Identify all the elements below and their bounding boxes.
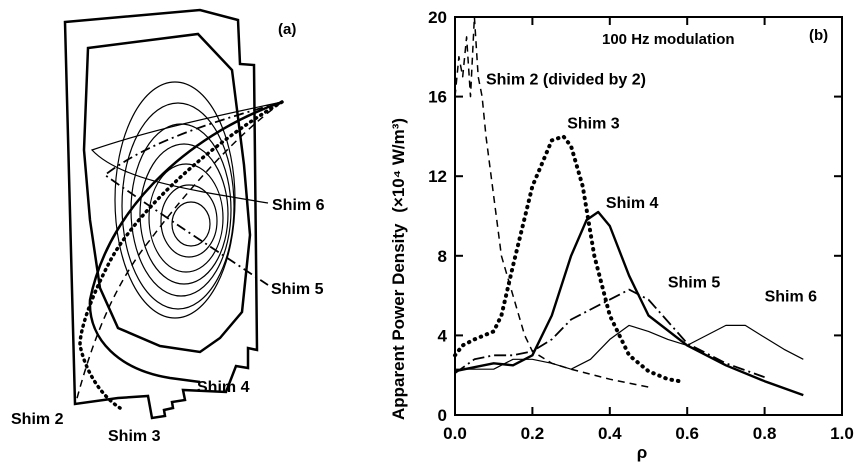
series-annotation: Shim 3 [567, 115, 620, 132]
series-annotation: Shim 5 [668, 275, 721, 292]
ray-shim-3 [78, 100, 284, 410]
y-tick-label: 16 [428, 88, 447, 107]
series-lines [453, 16, 804, 397]
shim-5-label: Shim 5 [271, 281, 324, 298]
x-tick-label: 0.0 [443, 424, 467, 443]
ray-shim-6 [90, 101, 283, 204]
series-line-1 [454, 16, 649, 388]
series-annotation: Shim 4 [606, 195, 659, 212]
series-annotations: Shim 2 (divided by 2) Shim 3 Shim 4 Shim 5 S… [486, 72, 817, 306]
plot-frame [454, 16, 843, 416]
y-tick-label: 12 [428, 167, 447, 186]
x-tick-label: 0.4 [598, 424, 622, 443]
series-annotation: Shim 2 (divided by 2) [486, 72, 646, 89]
ray-shim-5 [103, 101, 283, 286]
flux-boundary [82, 32, 252, 354]
shim-2-label: Shim 2 [11, 411, 64, 428]
flux-surfaces [114, 81, 236, 319]
series-line-4 [454, 288, 765, 379]
x-tick-label: 1.0 [830, 424, 854, 443]
series-line-2 [453, 134, 682, 384]
panel-b-label: (b) [809, 27, 828, 44]
y-tick-label: 4 [438, 326, 448, 345]
panel-a-label: (a) [278, 21, 296, 38]
svg-text:Apparent Power Density: Apparent Power Density (×10⁴ W/m³) [389, 118, 408, 420]
series-annotation: Shim 6 [765, 289, 818, 306]
shim-4-label: Shim 4 [197, 379, 250, 396]
ray-traces [75, 100, 284, 410]
y-axis-title-main: Apparent Power Density [389, 223, 408, 420]
y-tick-label: 20 [428, 8, 447, 27]
y-tick-label: 0 [438, 406, 447, 425]
x-tick-labels: 0.0 0.2 0.4 0.6 0.8 1.0 [443, 424, 854, 443]
x-axis-title: ρ [637, 443, 648, 462]
ray-shim-2 [75, 101, 283, 403]
x-tick-label: 0.6 [675, 424, 699, 443]
x-tick-label: 0.8 [753, 424, 777, 443]
panel-a: (a) Shim 6 Shim 5 Shim 4 Shim 2 Shim [11, 8, 325, 445]
vessel-wall [63, 8, 259, 420]
ray-shim-4 [88, 100, 283, 384]
x-tick-label: 0.2 [521, 424, 545, 443]
y-axis-title: Apparent Power Density (×10⁴ W/m³) [389, 118, 408, 420]
axis-ticks [454, 16, 843, 416]
panel-b: 0.0 0.2 0.4 0.6 0.8 1.0 0 4 8 12 16 20 Shim 2 (div… [389, 8, 854, 462]
y-axis-title-unit: (×10⁴ W/m³) [389, 118, 408, 213]
series-line-3 [454, 210, 804, 397]
chart-title: 100 Hz modulation [602, 31, 735, 48]
y-tick-labels: 0 4 8 12 16 20 [428, 8, 447, 425]
shim-3-label: Shim 3 [108, 428, 161, 445]
y-tick-label: 8 [438, 247, 447, 266]
shim-6-label: Shim 6 [272, 197, 325, 214]
series-line-5 [455, 324, 804, 370]
